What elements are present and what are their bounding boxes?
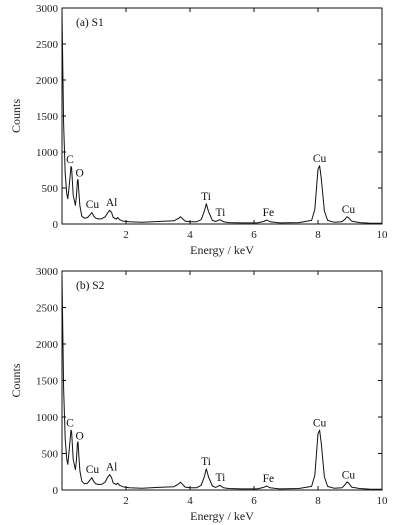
y-tick-label: 1000	[36, 147, 59, 159]
spectrum-panel-s1: 0 500 1000 1500 2000 2500 3000 2 4 6 8 10 Energy / k…	[9, 3, 388, 257]
x-axis-title: Energy / keV	[190, 509, 254, 523]
y-tick-label: 500	[42, 449, 59, 461]
peak-label: Cu	[313, 417, 327, 429]
y-tick-label: 2000	[36, 75, 59, 87]
y-tick-label: 1500	[36, 376, 59, 388]
y-tick-label: 1500	[36, 111, 59, 123]
peak-label: Ti	[215, 207, 225, 219]
plot-frame	[61, 7, 383, 225]
peak-label: Ti	[215, 472, 225, 484]
y-tick-label: 1000	[36, 412, 59, 424]
y-tick-label: 3000	[36, 266, 59, 278]
x-tick-label: 8	[315, 495, 321, 507]
spectrum-line	[61, 11, 383, 224]
spectrum-panel-s2: 0 500 1000 1500 2000 2500 3000 2 4 6 8 10 Energy / k…	[9, 266, 388, 523]
peak-label: Cu	[86, 464, 100, 476]
x-tick-label: 10	[377, 495, 389, 507]
peak-label: Al	[106, 197, 118, 209]
peak-label: O	[75, 167, 83, 179]
peak-label: Cu	[342, 469, 356, 481]
peak-label: Fe	[263, 473, 275, 485]
y-tick-label: 2500	[36, 39, 59, 51]
peak-label: Ti	[201, 456, 211, 468]
plot-frame	[61, 270, 383, 491]
peak-label: Fe	[263, 207, 275, 219]
y-tick-label: 0	[53, 219, 59, 231]
y-tick-label: 0	[53, 485, 59, 497]
y-axis-title: Counts	[9, 363, 23, 397]
y-tick-label: 500	[42, 183, 59, 195]
peak-label: Cu	[313, 153, 327, 165]
x-tick-label: 4	[187, 495, 193, 507]
peak-label: Cu	[86, 199, 100, 211]
x-tick-label: 8	[315, 229, 321, 241]
peak-label: Al	[106, 461, 118, 473]
peak-label: Ti	[201, 191, 211, 203]
y-tick-label: 2000	[36, 339, 59, 351]
x-tick-label: 2	[123, 495, 129, 507]
peak-label: O	[75, 431, 83, 443]
y-axis-title: Counts	[9, 99, 23, 133]
x-axis-title: Energy / keV	[190, 243, 254, 257]
panel-label: (b) S2	[76, 280, 105, 292]
y-tick-label: 2500	[36, 303, 59, 315]
peak-label: C	[66, 154, 74, 166]
x-tick-label: 6	[251, 229, 257, 241]
spectrum-line	[61, 274, 383, 490]
x-tick-label: 6	[251, 495, 257, 507]
x-tick-label: 4	[187, 229, 193, 241]
panel-label: (a) S1	[76, 17, 104, 29]
peak-label: C	[66, 417, 74, 429]
y-tick-label: 3000	[36, 3, 59, 15]
x-tick-label: 2	[123, 229, 129, 241]
peak-label: Cu	[342, 204, 356, 216]
x-tick-label: 10	[377, 229, 389, 241]
